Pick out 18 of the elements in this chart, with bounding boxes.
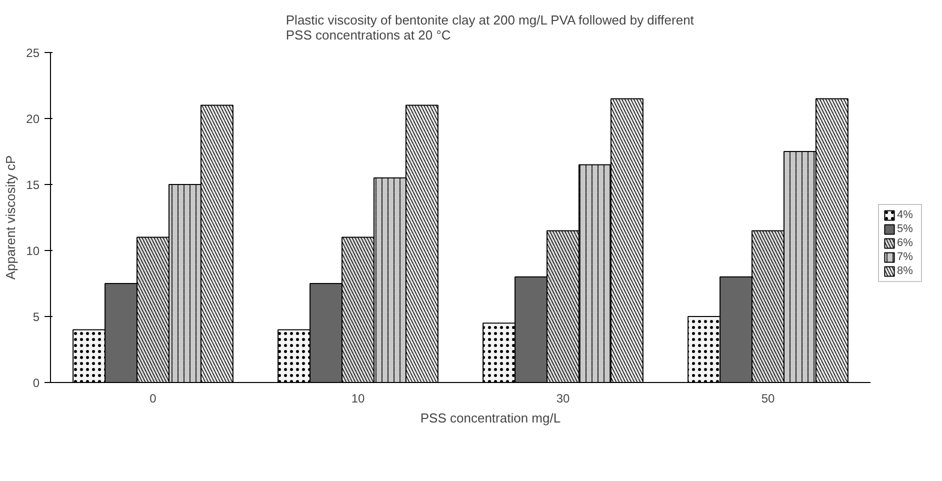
legend-label: 8% [897, 265, 914, 277]
y-tick-label: 10 [26, 244, 40, 258]
legend-label: 5% [897, 223, 914, 235]
x-tick-label: 0 [150, 392, 157, 406]
legend-label: 7% [897, 251, 914, 263]
chart-title: Plastic viscosity of bentonite clay at 200 mg/L PVA followed by different PSS concentrations at 20 °C [286, 12, 694, 42]
x-axis-title: PSS concentration mg/L [420, 410, 561, 426]
y-tick-label: 5 [32, 310, 40, 324]
x-tick-label: 30 [556, 392, 570, 406]
x-tick-label: 50 [761, 392, 775, 406]
y-tick-label: 15 [26, 178, 40, 192]
x-tick-label: 10 [351, 392, 365, 406]
y-axis-title: Apparent viscosity cP [3, 155, 18, 280]
y-tick-label: 20 [26, 112, 40, 126]
legend-label: 4% [897, 209, 914, 221]
legend-label: 6% [897, 237, 914, 249]
y-tick-label: 0 [32, 376, 40, 390]
y-tick-label: 25 [26, 46, 40, 60]
